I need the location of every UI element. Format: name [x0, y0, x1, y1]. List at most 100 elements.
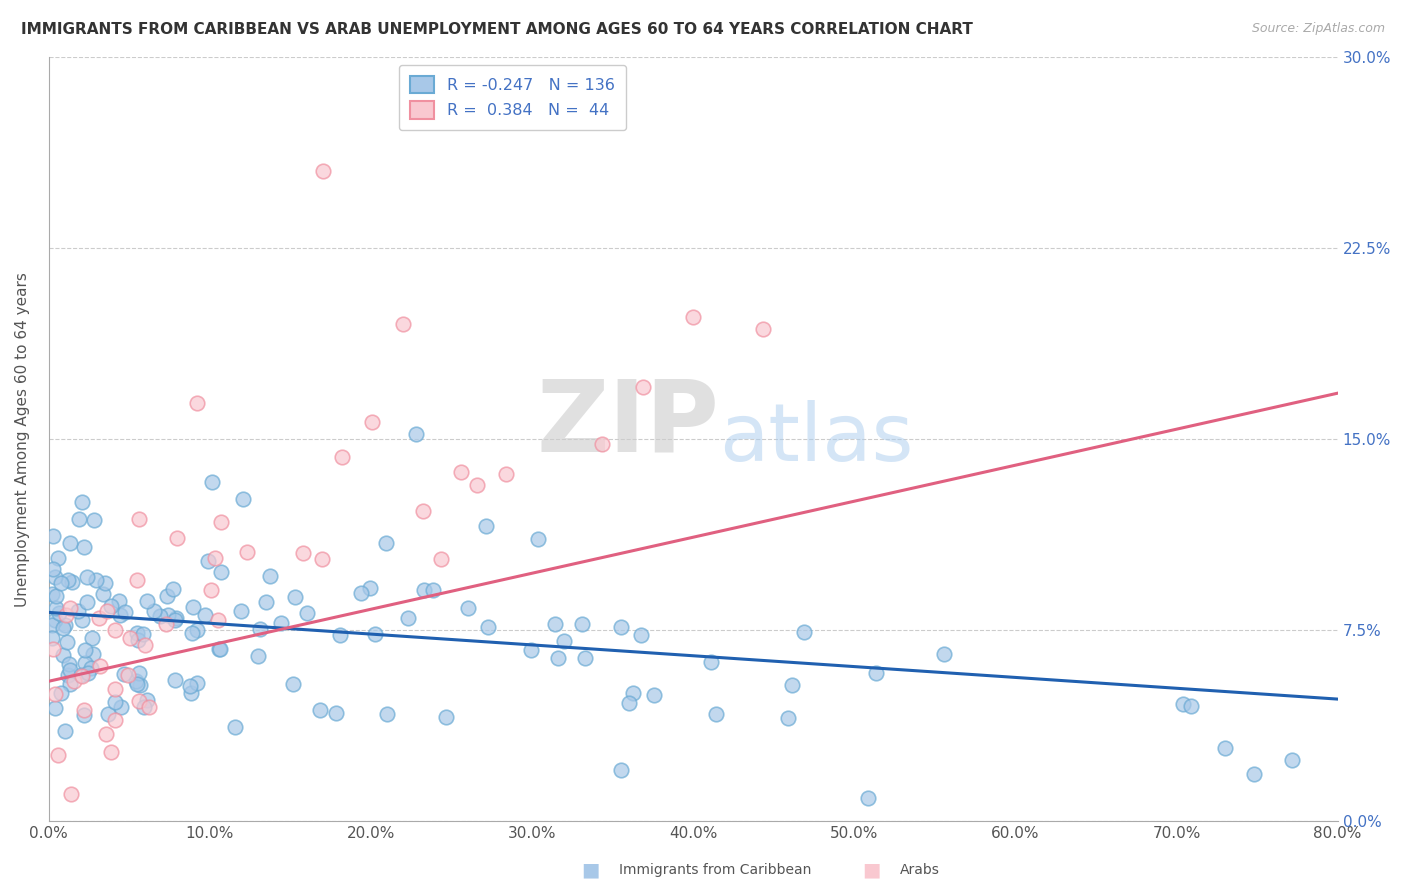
Point — [309, 703, 332, 717]
Point — [44, 570, 66, 584]
Point — [858, 790, 880, 805]
Point — [104, 714, 127, 728]
Point — [156, 590, 179, 604]
Point — [450, 465, 472, 479]
Point — [94, 727, 117, 741]
Point — [544, 617, 567, 632]
Point — [44, 613, 66, 627]
Text: ZIP: ZIP — [536, 376, 718, 472]
Point — [180, 686, 202, 700]
Point — [457, 600, 479, 615]
Point — [204, 551, 226, 566]
Point — [413, 583, 436, 598]
Point — [209, 515, 232, 529]
Point — [59, 600, 82, 615]
Point — [59, 535, 82, 549]
Point — [70, 613, 93, 627]
Point — [114, 605, 136, 619]
Point — [477, 620, 499, 634]
Point — [520, 643, 543, 657]
Point — [128, 694, 150, 708]
Point — [186, 676, 208, 690]
Point — [631, 380, 654, 394]
Point — [247, 648, 270, 663]
Point — [609, 620, 631, 634]
Point — [86, 573, 108, 587]
Point — [932, 648, 955, 662]
Point — [643, 688, 665, 702]
Point — [59, 663, 82, 677]
Point — [73, 708, 96, 723]
Point — [778, 711, 800, 725]
Point — [107, 594, 129, 608]
Point — [209, 565, 232, 579]
Point — [236, 545, 259, 559]
Point — [41, 631, 63, 645]
Point — [1180, 698, 1202, 713]
Y-axis label: Unemployment Among Ages 60 to 64 years: Unemployment Among Ages 60 to 64 years — [15, 272, 30, 607]
Point — [329, 628, 352, 642]
Point — [44, 701, 66, 715]
Point — [76, 570, 98, 584]
Point — [52, 648, 75, 663]
Point — [103, 681, 125, 696]
Point — [609, 764, 631, 778]
Point — [83, 513, 105, 527]
Point — [142, 604, 165, 618]
Point — [475, 518, 498, 533]
Point — [1215, 740, 1237, 755]
Point — [621, 686, 644, 700]
Point — [49, 576, 72, 591]
Point — [41, 617, 63, 632]
Point — [700, 655, 723, 669]
Point — [108, 607, 131, 622]
Point — [100, 745, 122, 759]
Point — [162, 582, 184, 597]
Point — [630, 628, 652, 642]
Point — [41, 642, 63, 657]
Point — [166, 531, 188, 545]
Point — [430, 552, 453, 566]
Point — [76, 595, 98, 609]
Point — [56, 573, 79, 587]
Point — [60, 787, 83, 801]
Point — [179, 679, 201, 693]
Text: Immigrants from Caribbean: Immigrants from Caribbean — [619, 863, 811, 877]
Point — [42, 529, 65, 543]
Point — [704, 706, 727, 721]
Legend: R = -0.247   N = 136, R =  0.384   N =  44: R = -0.247 N = 136, R = 0.384 N = 44 — [399, 64, 626, 130]
Point — [73, 643, 96, 657]
Point — [128, 512, 150, 526]
Point — [359, 581, 381, 595]
Point — [104, 623, 127, 637]
Point — [259, 568, 281, 582]
Point — [93, 587, 115, 601]
Point — [136, 594, 159, 608]
Point — [100, 599, 122, 613]
Point — [80, 632, 103, 646]
Point — [124, 673, 146, 688]
Point — [284, 590, 307, 604]
Point — [186, 396, 208, 410]
Point — [180, 625, 202, 640]
Point — [208, 642, 231, 657]
Point — [52, 621, 75, 635]
Point — [311, 552, 333, 566]
Point — [42, 562, 65, 576]
Point — [591, 436, 613, 450]
Point — [132, 700, 155, 714]
Point — [617, 696, 640, 710]
Point — [104, 695, 127, 709]
Point — [392, 318, 415, 332]
Point — [96, 604, 118, 618]
Point — [181, 599, 204, 614]
Point — [207, 613, 229, 627]
Point — [396, 611, 419, 625]
Point — [55, 607, 77, 622]
Point — [201, 475, 224, 490]
Point — [44, 687, 66, 701]
Point — [465, 477, 488, 491]
Point — [793, 624, 815, 639]
Point — [63, 674, 86, 689]
Point — [249, 622, 271, 636]
